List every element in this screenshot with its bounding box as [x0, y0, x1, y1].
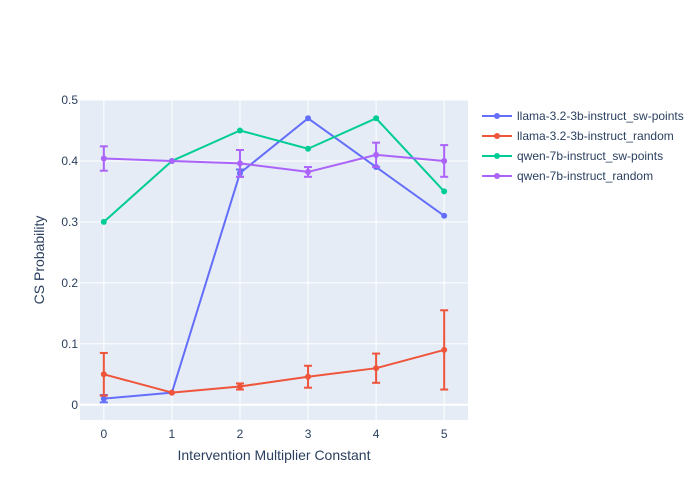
data-point[interactable] [305, 115, 312, 122]
legend-label: qwen-7b-instruct_random [517, 169, 653, 183]
y-tick-label: 0.5 [61, 93, 78, 107]
x-tick-label: 1 [169, 427, 176, 441]
data-point[interactable] [373, 151, 380, 158]
series-line [103, 117, 445, 400]
series-line [103, 348, 445, 394]
y-tick-label: 0.3 [61, 215, 78, 229]
series-line [103, 153, 445, 173]
y-tick-label: 0.4 [61, 154, 78, 168]
data-point[interactable] [441, 188, 448, 195]
y-axis-title: CS Probability [31, 216, 47, 305]
legend-label: llama-3.2-3b-instruct_sw-points [517, 109, 684, 123]
x-tick-label: 5 [441, 427, 448, 441]
series-qwen-7b-instruct_sw-points [100, 115, 448, 225]
series-line [103, 117, 445, 223]
tick-labels: 0 1 2 3 4 5 0 0.1 0.2 0.3 0.4 0.5 [61, 93, 448, 441]
data-point[interactable] [305, 373, 312, 380]
legend-label: llama-3.2-3b-instruct_random [517, 129, 674, 143]
x-tick-label: 3 [305, 427, 312, 441]
data-point[interactable] [441, 212, 448, 219]
data-point[interactable] [100, 395, 107, 402]
x-tick-label: 0 [100, 427, 107, 441]
data-point[interactable] [236, 127, 243, 134]
y-tick-label: 0.2 [61, 276, 78, 290]
legend-marker [494, 153, 500, 159]
legend-label: qwen-7b-instruct_sw-points [517, 149, 663, 163]
x-tick-label: 4 [373, 427, 380, 441]
data-point[interactable] [168, 157, 175, 164]
plot-background [80, 100, 468, 420]
x-tick-label: 2 [237, 427, 244, 441]
data-point[interactable] [373, 365, 380, 372]
data-point[interactable] [168, 389, 175, 396]
legend-item-3[interactable]: qwen-7b-instruct_random [482, 169, 653, 183]
data-point[interactable] [441, 346, 448, 353]
series-qwen-7b-instruct_random [99, 141, 449, 178]
x-axis-title: Intervention Multiplier Constant [178, 447, 371, 463]
legend[interactable]: llama-3.2-3b-instruct_sw-points llama-3.2… [482, 109, 684, 183]
data-point[interactable] [236, 160, 243, 167]
legend-item-1[interactable]: llama-3.2-3b-instruct_random [482, 129, 674, 143]
y-tick-label: 0 [71, 398, 78, 412]
data-point[interactable] [100, 371, 107, 378]
legend-marker [494, 113, 500, 119]
data-point[interactable] [305, 145, 312, 152]
series-llama-3.2-3b-instruct_random [99, 309, 449, 397]
y-tick-label: 0.1 [61, 337, 78, 351]
data-point[interactable] [100, 218, 107, 225]
data-point[interactable] [100, 155, 107, 162]
data-point[interactable] [236, 383, 243, 390]
data-point[interactable] [373, 115, 380, 122]
legend-item-0[interactable]: llama-3.2-3b-instruct_sw-points [482, 109, 684, 123]
legend-item-2[interactable]: qwen-7b-instruct_sw-points [482, 149, 663, 163]
legend-marker [494, 173, 500, 179]
data-point[interactable] [305, 168, 312, 175]
legend-marker [494, 133, 500, 139]
series-layer [99, 115, 449, 404]
data-point[interactable] [441, 157, 448, 164]
